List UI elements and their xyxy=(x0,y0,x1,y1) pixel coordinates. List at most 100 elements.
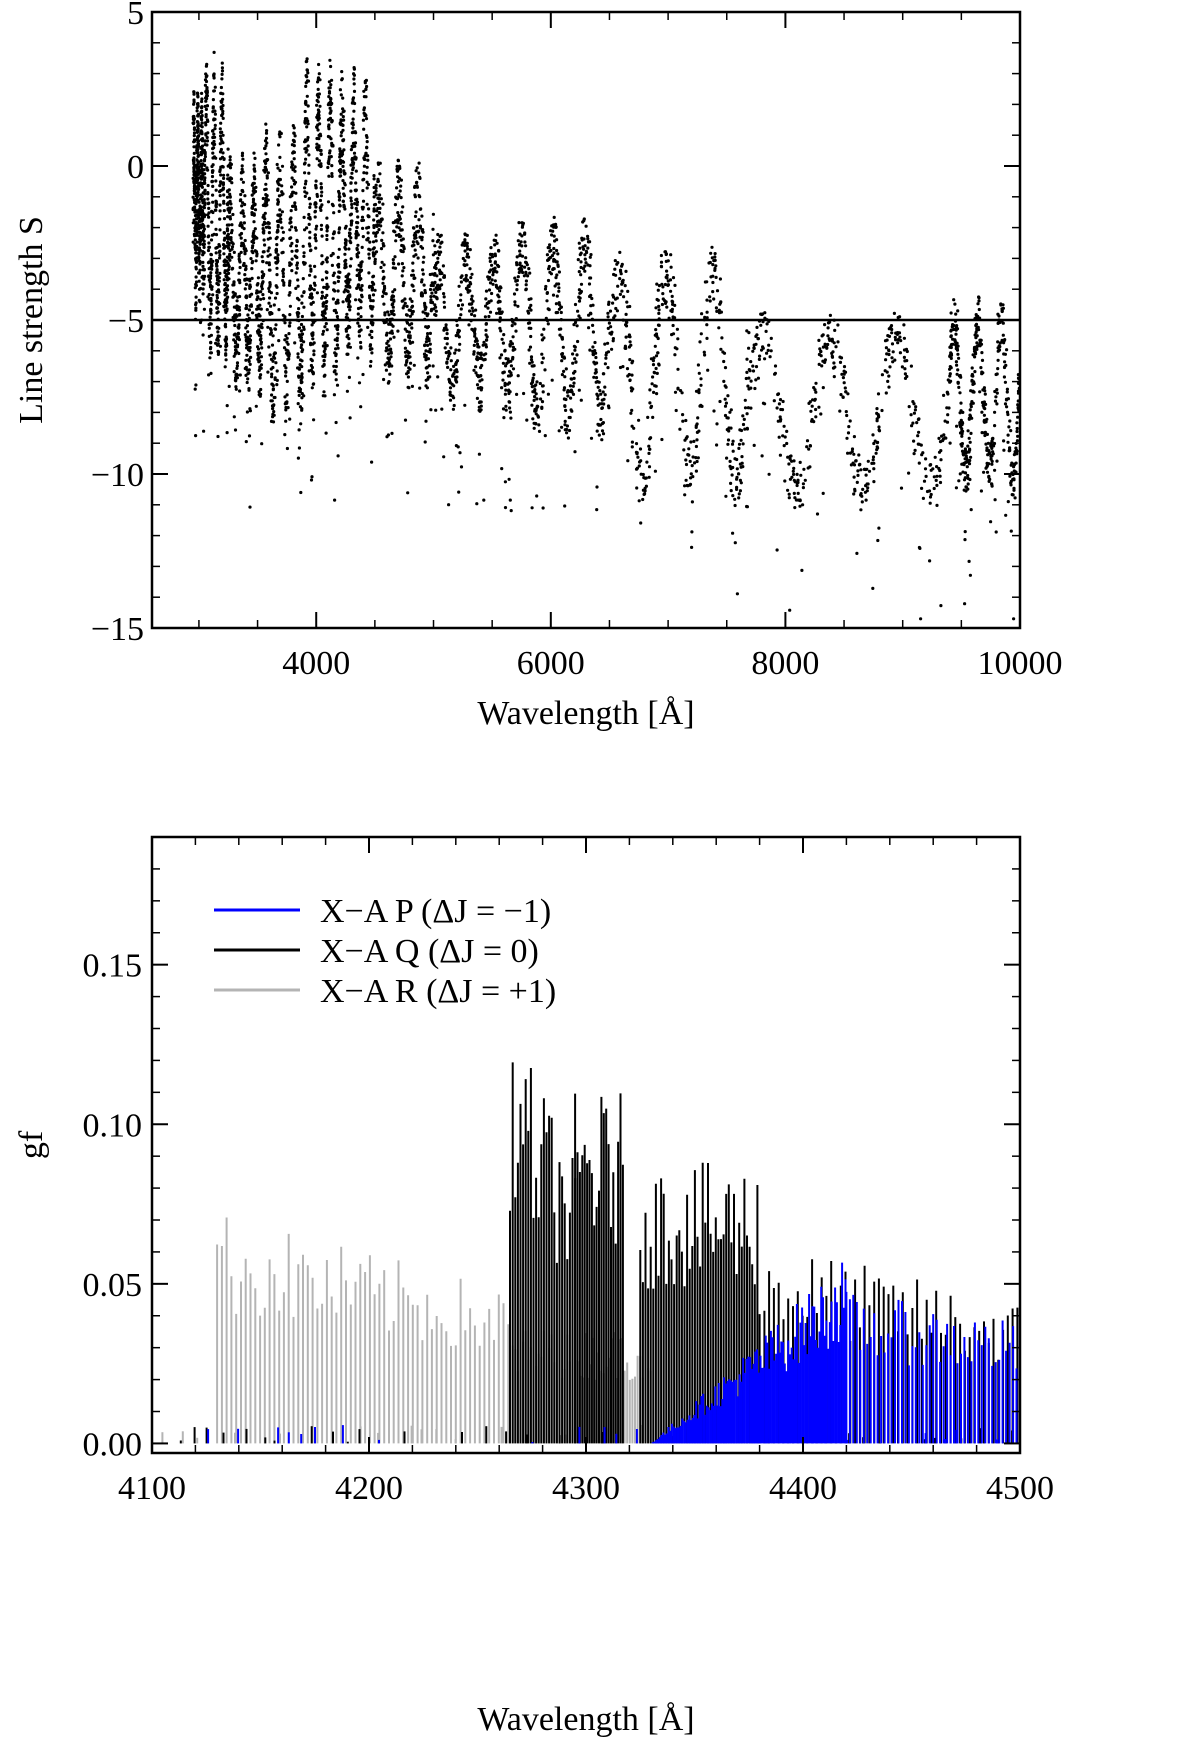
data-point xyxy=(928,501,932,505)
data-point xyxy=(228,215,232,219)
data-point xyxy=(346,352,350,356)
data-point xyxy=(280,184,284,188)
data-point xyxy=(306,144,310,148)
data-point xyxy=(555,260,559,264)
data-point xyxy=(469,302,473,306)
data-point xyxy=(220,72,224,76)
data-point xyxy=(320,254,324,258)
data-point xyxy=(659,265,664,269)
data-point xyxy=(385,435,389,439)
data-point xyxy=(201,233,205,237)
data-point xyxy=(297,333,302,337)
data-point xyxy=(326,165,330,170)
data-point xyxy=(367,247,371,251)
data-point xyxy=(768,355,772,359)
data-point xyxy=(420,278,424,282)
data-point xyxy=(752,346,756,350)
data-point xyxy=(410,312,414,316)
data-point xyxy=(232,338,236,342)
data-point xyxy=(381,269,385,273)
data-point xyxy=(461,241,465,245)
data-point xyxy=(220,113,224,117)
data-point xyxy=(314,227,318,231)
data-point xyxy=(234,385,238,389)
data-point xyxy=(454,348,458,352)
data-point xyxy=(248,334,252,338)
data-point xyxy=(196,140,200,144)
data-point xyxy=(525,263,529,267)
data-point xyxy=(320,234,324,238)
data-point xyxy=(354,181,358,185)
data-point xyxy=(252,151,256,155)
data-point xyxy=(437,286,441,291)
data-point xyxy=(328,116,333,120)
data-point xyxy=(273,356,277,360)
data-point xyxy=(1005,348,1009,352)
data-point xyxy=(830,337,834,341)
data-point xyxy=(983,392,987,396)
data-point xyxy=(655,282,659,286)
data-point xyxy=(412,363,416,367)
data-point xyxy=(601,390,605,394)
data-point xyxy=(380,217,384,221)
data-point xyxy=(877,428,881,432)
data-point xyxy=(805,439,810,443)
data-point xyxy=(848,419,852,423)
data-point xyxy=(424,340,428,344)
data-point xyxy=(389,355,393,359)
data-point xyxy=(453,375,458,379)
data-point xyxy=(731,531,735,535)
data-point xyxy=(474,337,478,341)
data-point xyxy=(229,238,233,242)
data-point xyxy=(560,352,564,356)
data-point xyxy=(227,235,231,239)
data-point xyxy=(290,176,294,180)
data-point xyxy=(490,278,494,282)
data-point xyxy=(952,298,956,302)
data-point xyxy=(207,326,211,330)
data-point xyxy=(966,429,970,433)
data-point xyxy=(363,81,367,85)
data-point xyxy=(374,193,378,197)
data-point xyxy=(498,316,502,320)
data-point xyxy=(361,235,365,239)
data-point xyxy=(618,365,623,370)
data-point xyxy=(513,303,517,307)
data-point xyxy=(528,306,532,310)
data-point xyxy=(623,344,628,348)
data-point xyxy=(902,348,907,352)
data-point xyxy=(470,306,474,310)
data-point xyxy=(279,220,283,224)
data-point xyxy=(327,123,331,127)
data-point xyxy=(352,82,356,86)
data-point xyxy=(208,276,213,280)
data-point xyxy=(365,171,369,175)
data-point xyxy=(502,416,506,420)
data-point xyxy=(433,244,437,248)
data-point xyxy=(196,114,200,118)
data-point xyxy=(306,79,311,83)
data-point xyxy=(276,259,280,263)
data-point xyxy=(713,252,717,256)
data-point xyxy=(974,330,978,334)
data-point xyxy=(480,363,484,368)
data-point xyxy=(913,448,917,452)
data-point xyxy=(200,99,204,104)
data-point xyxy=(763,357,767,361)
data-point xyxy=(310,386,314,390)
data-point xyxy=(647,444,651,448)
data-point xyxy=(758,354,762,358)
data-point xyxy=(394,196,398,200)
data-point xyxy=(589,436,594,440)
data-point xyxy=(210,164,214,169)
data-point xyxy=(831,366,836,370)
data-point xyxy=(517,267,521,271)
data-point xyxy=(265,261,269,265)
data-point xyxy=(369,329,373,333)
data-point xyxy=(968,408,972,412)
data-point xyxy=(626,374,630,378)
data-point xyxy=(548,243,552,247)
data-point xyxy=(358,278,362,282)
data-point xyxy=(396,158,400,162)
data-point xyxy=(219,189,223,193)
